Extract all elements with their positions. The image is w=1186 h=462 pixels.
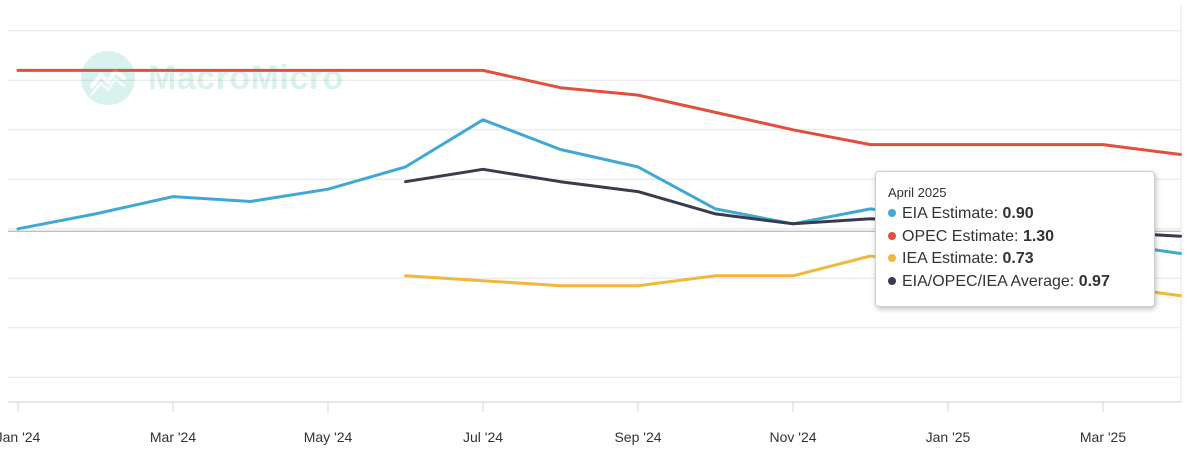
series-dot-icon	[888, 231, 896, 240]
tooltip-label: IEA Estimate:	[902, 250, 999, 267]
x-tick-label: May '24	[304, 429, 353, 445]
x-tick-label: Jan '24	[0, 429, 41, 445]
series-dot-icon	[888, 254, 896, 262]
x-tick-label: Sep '24	[614, 429, 661, 445]
chart-tooltip: April 2025 EIA Estimate: 0.90 OPEC Estim…	[875, 171, 1155, 307]
series-dot-icon	[888, 276, 896, 285]
x-tick-label: Nov '24	[769, 429, 816, 445]
tooltip-value: 0.90	[1002, 205, 1034, 222]
tooltip-title: April 2025	[888, 185, 947, 200]
tooltip-value: 0.97	[1078, 272, 1110, 290]
tooltip-row-opec: OPEC Estimate: 1.30	[888, 226, 1142, 249]
x-tick-label: Mar '25	[1080, 429, 1126, 445]
x-tick-label: Jan '25	[926, 429, 971, 445]
x-axis: Jan '24 Mar '24 May '24 Jul '24 Sep '24 Nov '…	[0, 401, 1181, 445]
tooltip-label: EIA/OPEC/IEA Average:	[902, 272, 1075, 290]
watermark: MacroMicro	[80, 50, 344, 106]
watermark-brand: MacroMicro	[148, 58, 344, 97]
series-lines[interactable]	[15, 67, 1184, 298]
tooltip-value: 0.73	[1002, 250, 1034, 267]
x-tick-label: Mar '24	[150, 429, 196, 445]
tooltip-row-iea: IEA Estimate: 0.73	[888, 248, 1142, 271]
tooltip-label: EIA Estimate:	[902, 205, 999, 222]
series-line-opec-estimate[interactable]	[16, 68, 1182, 156]
x-tick-label: Jul '24	[463, 429, 503, 445]
tooltip-label: OPEC Estimate:	[902, 227, 1019, 245]
series-line-iea-estimate[interactable]	[404, 254, 1182, 298]
tooltip-value: 1.30	[1022, 227, 1055, 245]
series-line-eia-opec-iea-average[interactable]	[404, 167, 1182, 238]
tooltip-row-average: EIA/OPEC/IEA Average: 0.97	[888, 271, 1142, 294]
macromicro-logo-icon	[81, 51, 135, 105]
tooltip-row-eia: EIA Estimate: 0.90	[888, 203, 1142, 226]
series-dot-icon	[888, 209, 896, 217]
